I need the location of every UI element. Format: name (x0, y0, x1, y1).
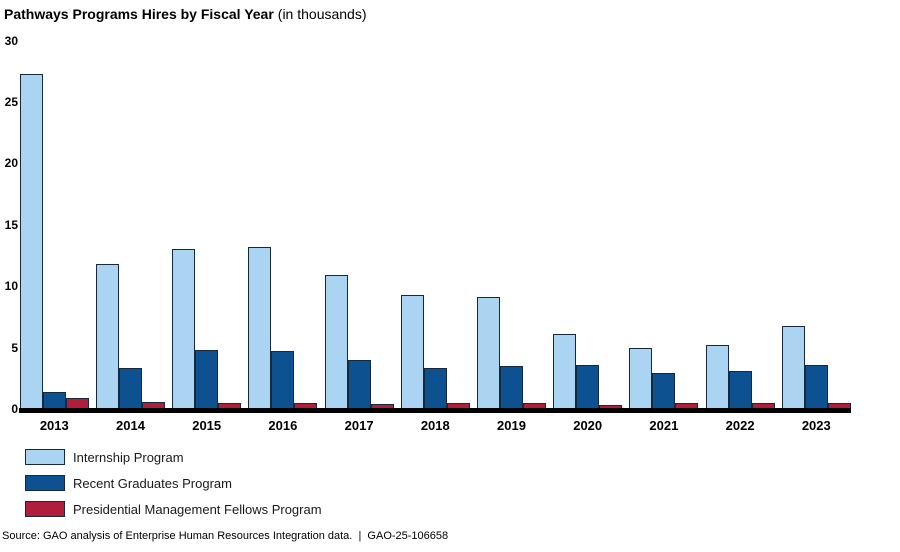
x-axis-year-label-2021: 2021 (649, 418, 679, 433)
bar-internship-2014 (96, 264, 119, 409)
x-axis-year-label-2022: 2022 (725, 418, 755, 433)
x-axis-year-label-2019: 2019 (497, 418, 526, 433)
bar-recent-2020 (576, 364, 600, 409)
chart-title: Pathways Programs Hires by Fiscal Year (i… (4, 6, 367, 22)
bar-recent-2022 (728, 370, 752, 409)
bar-recent-2021 (652, 373, 676, 409)
x-axis-year-label-2023: 2023 (801, 418, 831, 433)
legend-swatch-recent (25, 475, 65, 491)
bar-recent-2015 (195, 350, 219, 409)
chart-title-main: Pathways Programs Hires by Fiscal Year (4, 6, 274, 22)
legend-swatch-presidential (25, 501, 65, 517)
y-axis-tick-label-5: 5 (11, 340, 18, 355)
legend-label: Recent Graduates Program (73, 476, 232, 491)
chart-title-unit: (in thousands) (277, 6, 367, 22)
y-axis-tick-label-15: 15 (4, 217, 18, 232)
legend-label: Presidential Management Fellows Program (73, 502, 322, 517)
y-axis-tick-label-10: 10 (4, 279, 18, 294)
bar-internship-2018 (400, 294, 424, 409)
bar-internship-2013 (19, 73, 43, 409)
bar-internship-2017 (324, 275, 348, 409)
bar-internship-2020 (553, 334, 577, 409)
bar-internship-2021 (629, 347, 653, 409)
bar-recent-2023 (804, 364, 828, 409)
bar-recent-2013 (42, 391, 66, 409)
bar-internship-2022 (705, 345, 729, 409)
x-axis-year-label-2017: 2017 (344, 418, 374, 433)
bar-recent-2016 (271, 351, 295, 409)
x-axis-year-label-2013: 2013 (39, 418, 69, 433)
bar-internship-2016 (248, 246, 272, 409)
bar-recent-2014 (119, 368, 142, 409)
bar-internship-2023 (781, 325, 805, 409)
source-note: Source: GAO analysis of Enterprise Human… (2, 530, 449, 542)
bar-internship-2019 (477, 297, 500, 409)
bar-recent-2017 (347, 359, 371, 409)
x-axis-year-label-2018: 2018 (420, 418, 450, 433)
y-axis-tick-label-0: 0 (11, 402, 18, 416)
x-axis-year-label-2014: 2014 (116, 418, 145, 433)
x-axis-year-label-2016: 2016 (268, 418, 298, 433)
x-axis-year-label-2020: 2020 (573, 418, 603, 433)
legend-swatch-internship (25, 449, 65, 465)
y-axis-tick-label-25: 25 (4, 95, 18, 110)
y-axis-tick-label-20: 20 (4, 156, 18, 171)
bar-recent-2019 (500, 366, 523, 409)
y-axis-tick-label-30: 30 (4, 33, 18, 48)
bar-recent-2018 (423, 368, 447, 409)
x-axis-line (19, 408, 851, 413)
legend-label: Internship Program (73, 450, 184, 465)
bar-internship-2015 (172, 249, 196, 409)
x-axis-year-label-2015: 2015 (192, 418, 222, 433)
